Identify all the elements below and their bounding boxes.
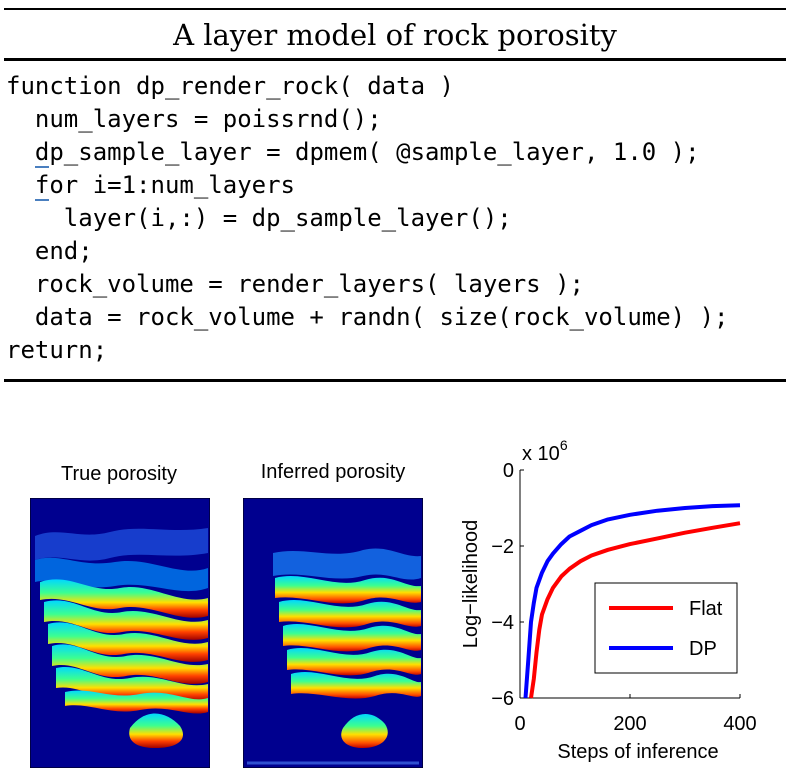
underlined-char: f bbox=[34, 171, 50, 201]
underlined-char: d bbox=[34, 138, 50, 168]
code-line: end; bbox=[6, 237, 93, 265]
true-porosity-image bbox=[30, 498, 210, 768]
top-rule bbox=[4, 8, 786, 10]
code-text: p_sample_layer = dpmem( @sample_layer, 1… bbox=[49, 138, 700, 166]
code-line: return; bbox=[6, 336, 108, 364]
y-scale-label: x 106 bbox=[522, 437, 568, 465]
inferred-porosity-image bbox=[243, 498, 423, 768]
x-axis-label: Steps of inference bbox=[557, 741, 718, 763]
series-line-flat bbox=[529, 521, 741, 699]
code-bottom-rule bbox=[4, 379, 786, 382]
x-tick-label: 400 bbox=[723, 713, 756, 735]
code-line: layer(i,:) = dp_sample_layer(); bbox=[6, 204, 512, 232]
log-likelihood-chart: 0 200 400 0 −2 −4 −6 x 106 Steps of inference Log… bbox=[460, 437, 757, 763]
code-line: rock_volume = render_layers( layers ); bbox=[6, 270, 584, 298]
y-tick-label: −6 bbox=[491, 688, 514, 710]
x-tick-label: 200 bbox=[613, 713, 646, 735]
code-line: num_layers = poissrnd(); bbox=[6, 105, 382, 133]
code-line: function dp_render_rock( data ) bbox=[6, 72, 454, 100]
y-axis-label: Log−likelihood bbox=[460, 520, 482, 648]
true-porosity-title: True porosity bbox=[61, 463, 177, 485]
inferred-porosity-title: Inferred porosity bbox=[260, 461, 406, 483]
title-rule bbox=[4, 58, 786, 61]
code-indent bbox=[6, 171, 35, 199]
code-line: for i=1:num_layers bbox=[6, 169, 728, 202]
legend-label-flat: Flat bbox=[689, 598, 723, 620]
code-indent bbox=[6, 138, 35, 166]
code-line: data = rock_volume + randn( size(rock_vo… bbox=[6, 303, 729, 331]
y-scale-exponent: 6 bbox=[560, 437, 568, 453]
series-line-dp bbox=[523, 503, 741, 699]
legend-label-dp: DP bbox=[689, 638, 717, 660]
y-tick-label: 0 bbox=[503, 460, 514, 482]
page-title: A layer model of rock porosity bbox=[173, 18, 617, 52]
legend-box bbox=[594, 582, 738, 674]
code-line: dp_sample_layer = dpmem( @sample_layer, … bbox=[6, 136, 728, 169]
code-text: or i=1:num_layers bbox=[49, 171, 295, 199]
code-listing: function dp_render_rock( data ) num_laye… bbox=[6, 70, 728, 367]
x-tick-label: 0 bbox=[514, 713, 525, 735]
y-tick-label: −2 bbox=[491, 536, 514, 558]
y-tick-label: −4 bbox=[491, 612, 514, 634]
